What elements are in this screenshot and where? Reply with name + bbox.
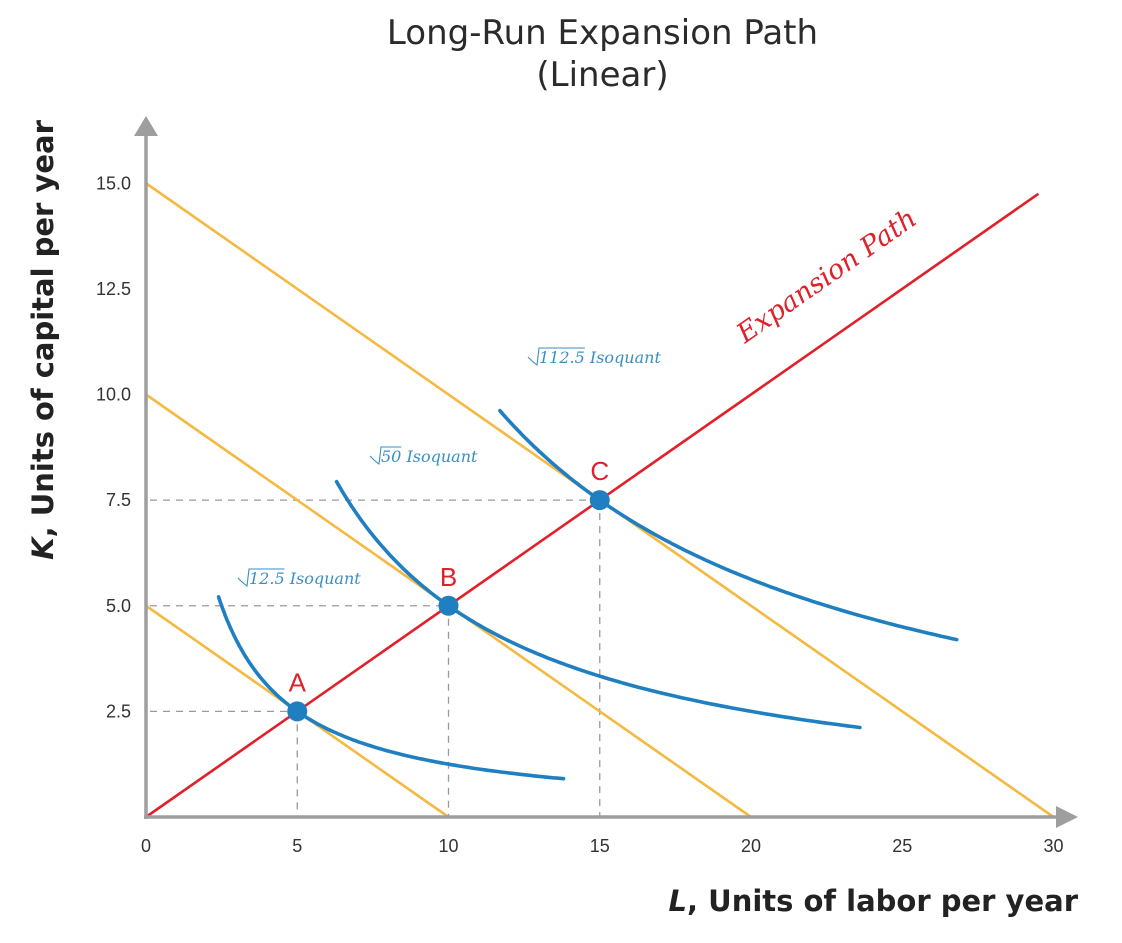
- guide-lines: [150, 499, 601, 817]
- sqrt-symbol: [527, 347, 585, 367]
- x-axis-arrow: [1056, 806, 1078, 828]
- y-axis-arrow: [134, 116, 158, 136]
- isoquant-curve: [334, 479, 862, 730]
- tangency-point: [287, 701, 308, 722]
- x-axis-variable: L: [668, 884, 688, 918]
- point-label: A: [289, 667, 307, 697]
- expansion-path-label: Expansion Path: [730, 203, 922, 350]
- x-tick-label: 10: [438, 836, 458, 856]
- sqrt-symbol: [237, 568, 285, 588]
- tangency-points: A B C: [287, 456, 610, 722]
- y-tick-label: 15.0: [96, 173, 131, 193]
- x-tick-label: 20: [741, 836, 761, 856]
- isoquant-curve: [216, 595, 566, 781]
- sqrt-symbol: [369, 446, 402, 466]
- isoquant-root-value: 112.5: [539, 348, 585, 367]
- point-label: C: [590, 456, 609, 486]
- isoquant-root-value: 12.5: [249, 569, 285, 588]
- y-tick-label: 5.0: [106, 596, 131, 616]
- isoquant-curve: [498, 408, 959, 642]
- y-tick-label: 10.0: [96, 385, 131, 405]
- x-axis-label-text: , Units of labor per year: [687, 884, 1078, 918]
- isoquant-label: 112.5 Isoquant: [539, 348, 661, 367]
- tangency-point: [438, 595, 459, 616]
- chart-title-line-1: Long-Run Expansion Path: [386, 13, 819, 53]
- isoquant-curves: [216, 408, 959, 781]
- isoquant-label-text: Isoquant: [401, 447, 478, 466]
- x-tick-label: 25: [892, 836, 912, 856]
- tangency-point: [589, 490, 610, 511]
- x-tick-label: 5: [292, 836, 302, 856]
- isoquant-label: 12.5 Isoquant: [249, 569, 361, 588]
- x-axis-label: L, Units of labor per year: [669, 884, 1078, 918]
- chart-title: Long-Run Expansion Path (Linear): [0, 12, 1122, 96]
- y-tick-label: 7.5: [106, 490, 131, 510]
- y-tick-label: 2.5: [106, 701, 131, 721]
- tick-labels: 0 5 10 15 20 25 30 2.5 5.0 7.5 10.0 12.5 15.0: [96, 173, 1064, 856]
- point-label: B: [440, 562, 457, 592]
- x-tick-label: 15: [590, 836, 610, 856]
- isoquant-root-value: 50: [381, 447, 401, 466]
- isoquant-label-text: Isoquant: [285, 569, 362, 588]
- x-tick-label: 0: [141, 836, 151, 856]
- axes: [134, 116, 1078, 828]
- isoquant-label-text: Isoquant: [585, 348, 662, 367]
- chart-title-line-2: (Linear): [536, 55, 669, 95]
- x-tick-label: 30: [1043, 836, 1063, 856]
- y-tick-label: 12.5: [96, 279, 131, 299]
- isoquant-label: 50 Isoquant: [381, 447, 478, 466]
